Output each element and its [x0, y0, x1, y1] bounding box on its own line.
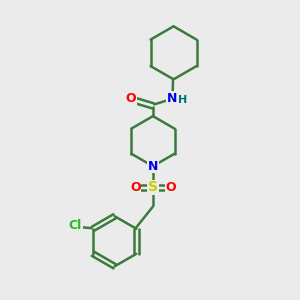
Text: O: O [165, 181, 176, 194]
Text: S: S [148, 180, 158, 194]
Text: H: H [178, 95, 187, 105]
Text: Cl: Cl [69, 219, 82, 232]
Text: O: O [130, 181, 141, 194]
Text: N: N [167, 92, 177, 105]
Text: O: O [125, 92, 136, 105]
Text: N: N [148, 160, 158, 173]
